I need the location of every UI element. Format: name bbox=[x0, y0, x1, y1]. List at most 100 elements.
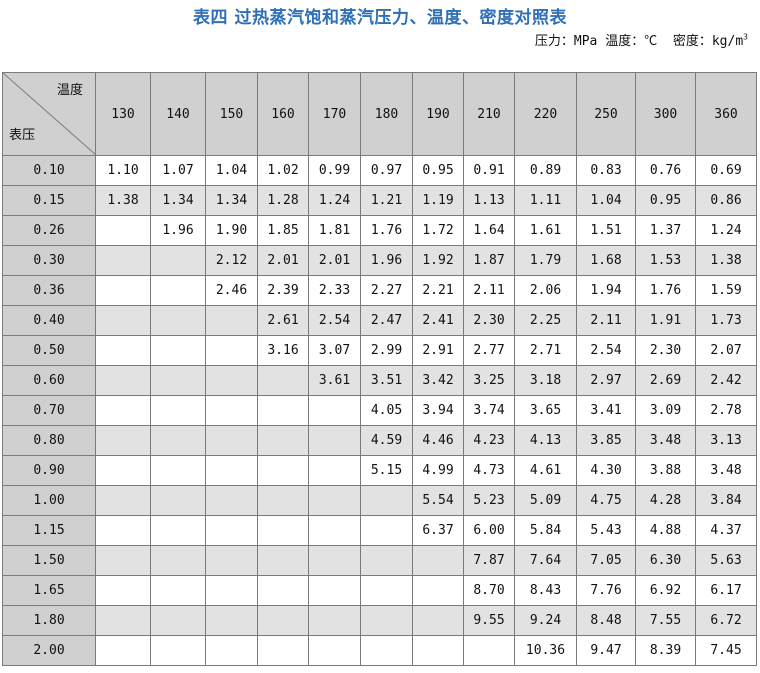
density-cell: 2.06 bbox=[514, 275, 577, 306]
density-cell bbox=[95, 575, 151, 606]
table-row: 1.80 9.55 9.24 8.48 7.55 6.72 bbox=[2, 605, 757, 636]
density-cell: 1.92 bbox=[412, 245, 464, 276]
density-cell: 3.42 bbox=[412, 365, 464, 396]
density-cell: 10.36 bbox=[514, 635, 577, 666]
table-row: 2.00 10.36 9.47 8.39 7.45 bbox=[2, 635, 757, 666]
units-line: 压力：MPa 温度：℃ 密度：kg/m3 bbox=[535, 30, 748, 49]
density-cell: 5.43 bbox=[576, 515, 636, 546]
density-cell bbox=[150, 365, 206, 396]
density-cell bbox=[95, 455, 151, 486]
density-cell: 2.69 bbox=[635, 365, 696, 396]
pressure-label-cell: 2.00 bbox=[2, 635, 96, 666]
density-cell: 4.37 bbox=[695, 515, 757, 546]
density-cell: 0.95 bbox=[412, 155, 464, 186]
density-cell: 6.30 bbox=[635, 545, 696, 576]
density-cell: 1.38 bbox=[95, 185, 151, 216]
density-cell bbox=[257, 455, 309, 486]
temperature-header-cell: 220 bbox=[514, 72, 577, 156]
density-cell bbox=[150, 275, 206, 306]
pressure-label-cell: 0.30 bbox=[2, 245, 96, 276]
pressure-label-cell: 1.80 bbox=[2, 605, 96, 636]
table-row: 1.50 7.87 7.64 7.05 6.30 5.63 bbox=[2, 545, 757, 576]
density-cell: 0.91 bbox=[463, 155, 515, 186]
density-cell: 4.30 bbox=[576, 455, 636, 486]
density-cell: 0.89 bbox=[514, 155, 577, 186]
density-cell: 1.73 bbox=[695, 305, 757, 336]
density-cell: 2.01 bbox=[257, 245, 309, 276]
density-cell: 8.43 bbox=[514, 575, 577, 606]
density-cell: 1.24 bbox=[308, 185, 361, 216]
density-cell: 1.19 bbox=[412, 185, 464, 216]
density-cell bbox=[257, 485, 309, 516]
pressure-label-cell: 0.50 bbox=[2, 335, 96, 366]
density-cell: 1.37 bbox=[635, 215, 696, 246]
density-cell: 8.70 bbox=[463, 575, 515, 606]
density-cell bbox=[257, 635, 309, 666]
density-cell bbox=[308, 455, 361, 486]
density-cell: 2.33 bbox=[308, 275, 361, 306]
density-cell bbox=[205, 335, 258, 366]
density-cell: 2.27 bbox=[360, 275, 413, 306]
density-cell bbox=[205, 485, 258, 516]
density-cell: 1.02 bbox=[257, 155, 309, 186]
density-cell: 3.48 bbox=[695, 455, 757, 486]
density-cell: 1.11 bbox=[514, 185, 577, 216]
density-cell bbox=[150, 305, 206, 336]
density-cell bbox=[150, 395, 206, 426]
density-cell: 1.85 bbox=[257, 215, 309, 246]
pressure-label-cell: 1.00 bbox=[2, 485, 96, 516]
density-cell: 9.24 bbox=[514, 605, 577, 636]
density-cell: 2.54 bbox=[576, 335, 636, 366]
table-row: 0.10 1.10 1.07 1.04 1.02 0.99 0.97 0.95 0.91 0.89… bbox=[2, 155, 757, 186]
density-cell: 1.28 bbox=[257, 185, 309, 216]
density-cell: 3.09 bbox=[635, 395, 696, 426]
density-cell bbox=[95, 275, 151, 306]
density-cell bbox=[257, 365, 309, 396]
density-cell: 1.72 bbox=[412, 215, 464, 246]
density-cell bbox=[205, 395, 258, 426]
density-cell bbox=[95, 425, 151, 456]
density-cell bbox=[95, 365, 151, 396]
density-cell: 3.51 bbox=[360, 365, 413, 396]
density-cell: 4.99 bbox=[412, 455, 464, 486]
pressure-label-cell: 0.60 bbox=[2, 365, 96, 396]
density-cell: 7.05 bbox=[576, 545, 636, 576]
density-cell bbox=[360, 545, 413, 576]
density-cell bbox=[308, 545, 361, 576]
density-cell: 3.94 bbox=[412, 395, 464, 426]
steam-density-table: 温度 表压 130 140 150 160 170 180 190 210 220 250 300 360… bbox=[2, 72, 757, 666]
table-row: 0.30 2.12 2.01 2.01 1.96 1.92 1.87 1.79 1.68 1.53… bbox=[2, 245, 757, 276]
table-row: 0.40 2.61 2.54 2.47 2.41 2.30 2.25 2.11 1.91 1.73 bbox=[2, 305, 757, 336]
density-cell bbox=[257, 575, 309, 606]
density-cell: 3.61 bbox=[308, 365, 361, 396]
corner-temperature-label: 温度 bbox=[56, 83, 83, 98]
density-cell bbox=[360, 605, 413, 636]
density-cell: 2.25 bbox=[514, 305, 577, 336]
density-cell: 1.81 bbox=[308, 215, 361, 246]
pressure-unit: 压力：MPa bbox=[534, 34, 598, 49]
density-cell: 3.13 bbox=[695, 425, 757, 456]
density-cell: 3.85 bbox=[576, 425, 636, 456]
table-row: 0.26 1.96 1.90 1.85 1.81 1.76 1.72 1.64 1.61 1.51… bbox=[2, 215, 757, 246]
table-row: 0.90 5.15 4.99 4.73 4.61 4.30 3.88 3.48 bbox=[2, 455, 757, 486]
density-cell: 2.30 bbox=[463, 305, 515, 336]
density-cell: 0.86 bbox=[695, 185, 757, 216]
density-cell bbox=[150, 425, 206, 456]
header-row: 温度 表压 130 140 150 160 170 180 190 210 220 250 300 360 bbox=[2, 72, 757, 156]
density-cell bbox=[360, 515, 413, 546]
density-cell: 2.46 bbox=[205, 275, 258, 306]
density-cell: 1.91 bbox=[635, 305, 696, 336]
table-row: 1.65 8.70 8.43 7.76 6.92 6.17 bbox=[2, 575, 757, 606]
diagonal-divider bbox=[3, 73, 96, 155]
density-cell: 3.41 bbox=[576, 395, 636, 426]
density-cell: 1.76 bbox=[635, 275, 696, 306]
density-cell: 9.47 bbox=[576, 635, 636, 666]
density-cell bbox=[257, 425, 309, 456]
density-cell: 5.09 bbox=[514, 485, 577, 516]
temperature-header-cell: 150 bbox=[205, 72, 258, 156]
temperature-header-cell: 130 bbox=[95, 72, 151, 156]
table-row: 0.80 4.59 4.46 4.23 4.13 3.85 3.48 3.13 bbox=[2, 425, 757, 456]
density-cell bbox=[150, 455, 206, 486]
density-cell bbox=[95, 215, 151, 246]
density-cell: 0.76 bbox=[635, 155, 696, 186]
